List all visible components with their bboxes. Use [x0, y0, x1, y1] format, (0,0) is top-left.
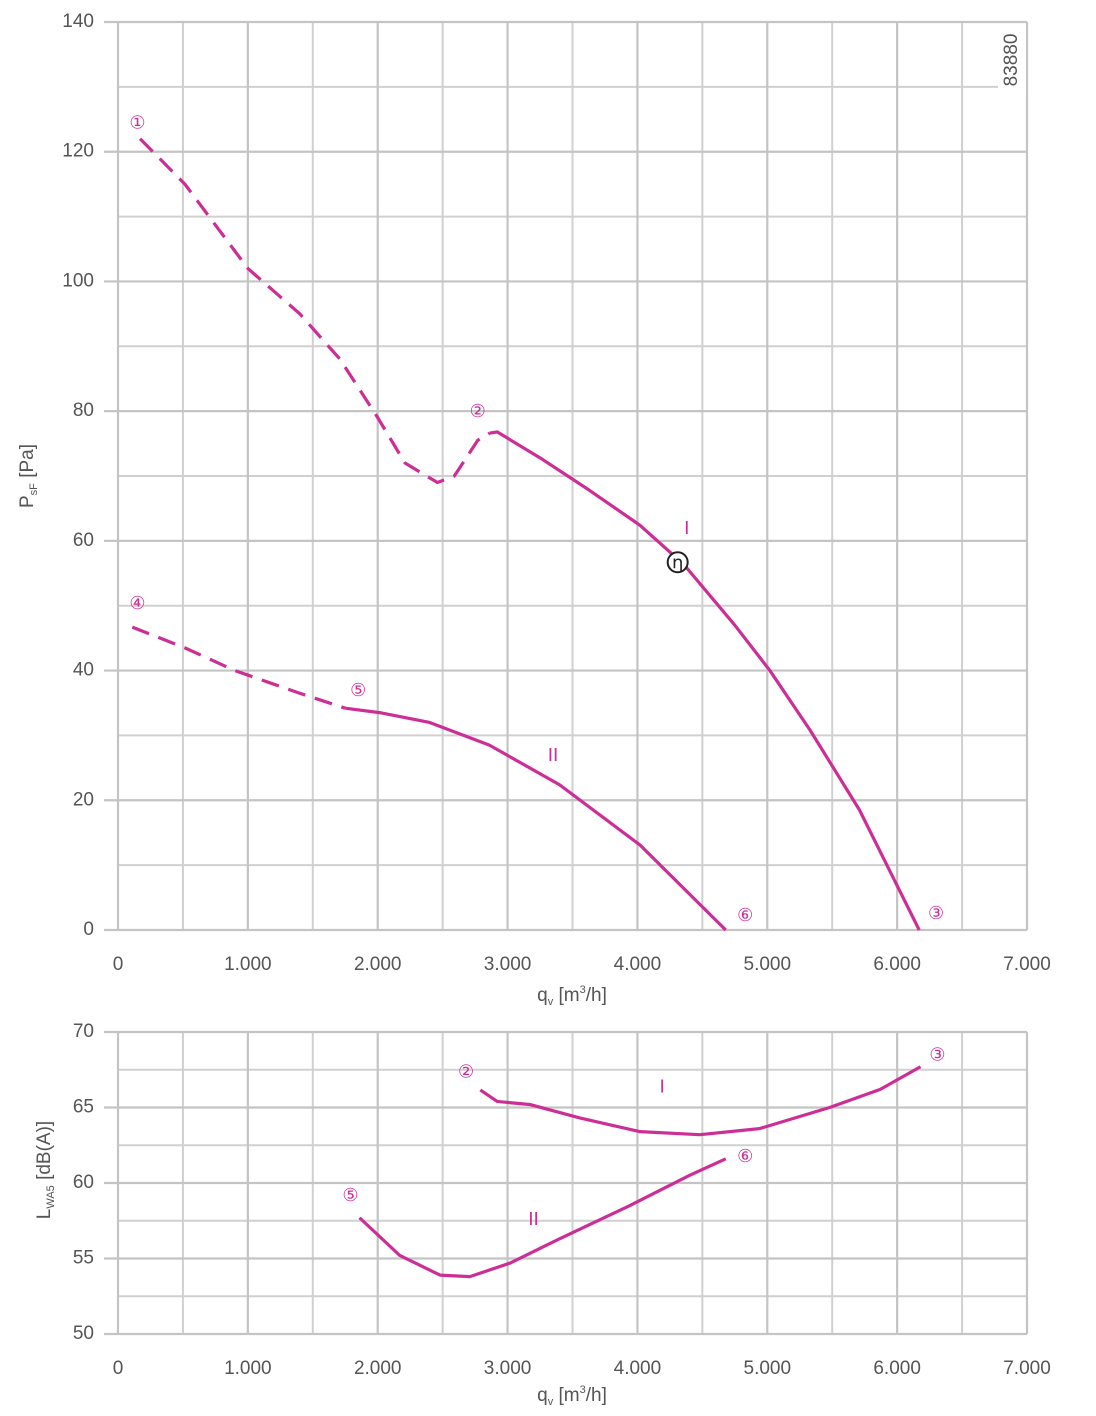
axis-label: PsF [Pa]	[17, 444, 40, 508]
annotation: I	[684, 518, 689, 539]
curve	[131, 625, 346, 710]
annotation: ②	[470, 401, 486, 422]
axis-label: LWA5 [dB(A)]	[34, 1121, 57, 1219]
axis-label-part: q	[537, 1385, 548, 1406]
axis-label: qv [m3/h]	[537, 1384, 607, 1408]
annotation: ③	[929, 1045, 945, 1066]
x-tick-label: 1.000	[224, 954, 272, 975]
axis-label-part: /h]	[586, 1385, 607, 1406]
x-tick-label: 6.000	[873, 1358, 921, 1379]
x-tick-label: 0	[113, 954, 124, 975]
x-tick-label: 4.000	[614, 954, 662, 975]
y-tick-label: 120	[62, 141, 94, 162]
y-tick-label: 100	[62, 270, 94, 291]
x-tick-label: 2.000	[354, 1358, 402, 1379]
annotation: ③	[928, 903, 944, 924]
drawing-code: 83880	[1001, 34, 1022, 87]
annotation: ⑤	[342, 1185, 358, 1206]
y-tick-label: 20	[73, 789, 94, 810]
y-tick-label: 40	[73, 660, 94, 681]
annotation: ④	[129, 593, 145, 614]
x-tick-label: 4.000	[614, 1358, 662, 1379]
x-tick-label: 5.000	[744, 954, 792, 975]
annotation: η	[672, 552, 683, 573]
curve	[345, 706, 727, 932]
x-tick-label: 3.000	[484, 1358, 532, 1379]
y-tick-label: 55	[73, 1248, 94, 1269]
curve	[479, 1065, 922, 1137]
axis-label-part: L	[34, 1209, 55, 1220]
axis-label-part: 3	[580, 1384, 586, 1396]
y-tick-label: 70	[73, 1021, 94, 1042]
y-tick-label: 60	[73, 530, 94, 551]
x-tick-label: 7.000	[1003, 1358, 1051, 1379]
x-tick-label: 2.000	[354, 954, 402, 975]
axis-label-part: [Pa]	[17, 444, 38, 483]
annotation: II	[528, 1209, 539, 1230]
y-tick-label: 80	[73, 400, 94, 421]
curve	[138, 137, 491, 485]
annotation: ⑥	[737, 1146, 753, 1167]
x-tick-label: 7.000	[1003, 954, 1051, 975]
annotation: ⑥	[737, 905, 753, 926]
code-background	[998, 24, 1026, 96]
y-tick-label: 50	[73, 1323, 94, 1344]
axis-label-part: /h]	[586, 985, 607, 1006]
annotation-circle	[666, 551, 689, 574]
axis-label: qv [m3/h]	[537, 984, 607, 1008]
axis-label-part: P	[17, 495, 38, 508]
axis-label-part: sF	[28, 483, 40, 496]
axis-label-part: 3	[580, 984, 586, 996]
x-tick-label: 5.000	[744, 1358, 792, 1379]
x-tick-label: 1.000	[224, 1358, 272, 1379]
axis-label-part: [m	[553, 1385, 579, 1406]
annotation: I	[659, 1076, 664, 1097]
curve	[358, 1157, 727, 1279]
annotation: ②	[458, 1061, 474, 1082]
curve	[489, 430, 921, 931]
axis-label-part: v	[548, 1396, 554, 1408]
annotation: II	[548, 745, 559, 766]
annotation: ①	[129, 113, 145, 134]
x-tick-label: 3.000	[484, 954, 532, 975]
axis-label-part: q	[537, 985, 548, 1006]
axis-label-part: WA5	[45, 1185, 57, 1208]
y-tick-label: 65	[73, 1097, 94, 1118]
y-tick-label: 60	[73, 1172, 94, 1193]
annotation: ⑤	[350, 680, 366, 701]
axis-label-part: [m	[553, 985, 579, 1006]
y-tick-label: 0	[83, 919, 94, 940]
axis-label-part: [dB(A)]	[34, 1121, 55, 1185]
x-tick-label: 6.000	[873, 954, 921, 975]
x-tick-label: 0	[113, 1358, 124, 1379]
y-tick-label: 140	[62, 11, 94, 32]
axis-label-part: v	[548, 996, 554, 1008]
